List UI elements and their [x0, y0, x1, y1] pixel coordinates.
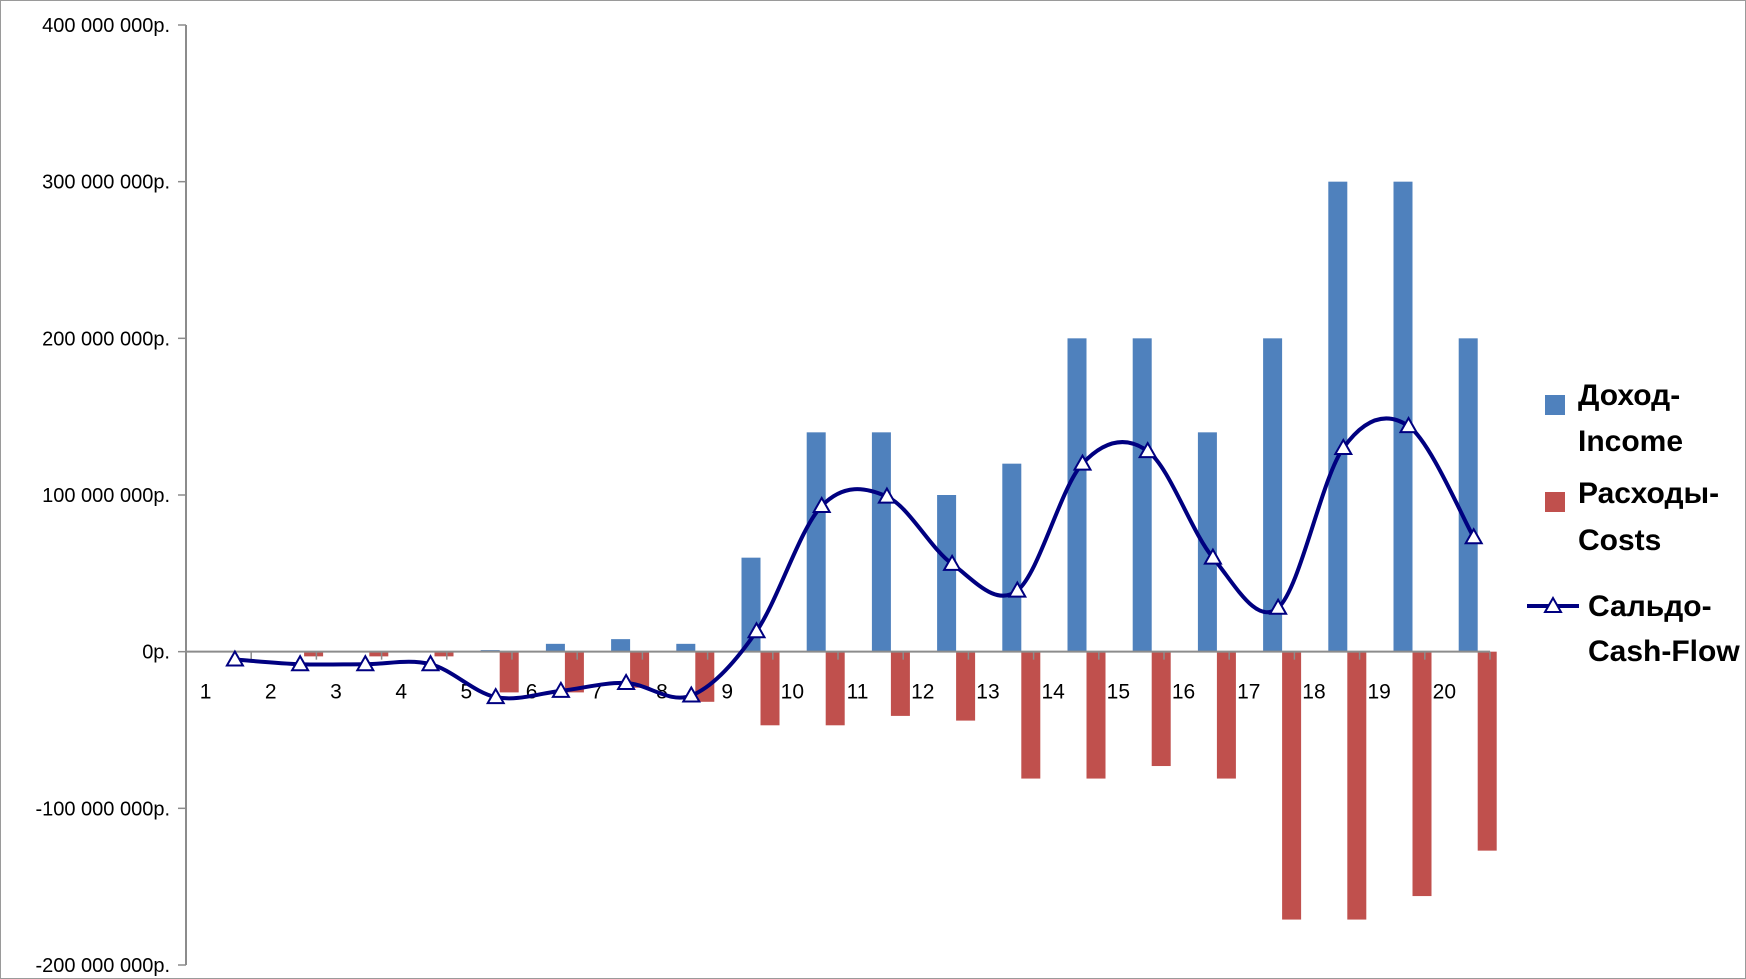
income-bar	[545, 643, 565, 652]
income-bar	[1458, 338, 1478, 652]
income-bar	[1067, 338, 1087, 652]
x-tick-label: 6	[526, 681, 538, 704]
costs-bar	[1347, 651, 1367, 920]
costs-bar	[1477, 651, 1497, 851]
costs-bar	[1086, 651, 1106, 779]
x-tick-label: 17	[1237, 681, 1260, 704]
costs-bar	[956, 651, 976, 721]
x-tick-label: 10	[781, 681, 804, 704]
cash-flow-marker	[1203, 547, 1223, 565]
cash-flow-marker	[616, 672, 636, 690]
x-tick-label: 2	[265, 681, 277, 704]
x-tick-label: 4	[395, 681, 407, 704]
x-tick-label: 1	[200, 681, 212, 704]
x-tick-label: 3	[330, 681, 342, 704]
y-tick-label: 300 000 000р.	[42, 172, 170, 194]
cash-flow-marker	[877, 486, 897, 504]
cash-flow-marker	[355, 654, 376, 672]
x-tick-label: 19	[1367, 681, 1390, 704]
income-bar	[806, 432, 826, 652]
legend-label: Сальдо-	[1588, 590, 1712, 623]
cash-flow-marker	[1463, 527, 1484, 545]
cash-flow-marker	[1333, 437, 1354, 455]
costs-bar	[1021, 651, 1041, 779]
cash-flow-line	[225, 416, 1484, 705]
x-tick-label: 13	[976, 681, 999, 704]
costs-bar	[760, 651, 780, 726]
costs-bar	[434, 651, 454, 657]
bars	[304, 181, 1497, 920]
y-tick-label: 0р.	[142, 642, 170, 664]
costs-bar	[1216, 651, 1236, 779]
cash-flow-marker	[1137, 441, 1158, 459]
x-tick-label: 14	[1041, 681, 1065, 704]
y-tick-label: 400 000 000р.	[42, 15, 170, 37]
costs-bar	[564, 651, 584, 693]
income-bar	[1197, 432, 1217, 652]
cash-flow-marker	[1268, 597, 1288, 615]
cash-flow-marker	[1007, 580, 1028, 598]
costs-bar	[630, 651, 650, 688]
cash-flow-marker	[942, 553, 962, 571]
legend-swatch	[1545, 395, 1565, 415]
income-bar	[1132, 338, 1152, 652]
legend-label: Доход-	[1578, 379, 1680, 412]
x-tick-label: 15	[1107, 681, 1130, 704]
cash-flow-marker	[681, 685, 702, 703]
legend-label: Cash-Flow	[1588, 635, 1740, 668]
x-tick-label: 12	[911, 681, 934, 704]
x-tick-label: 18	[1302, 681, 1325, 704]
income-bar	[1263, 338, 1283, 652]
x-tick-label: 16	[1172, 681, 1195, 704]
y-tick-label: 100 000 000р.	[42, 485, 170, 507]
x-tick-label: 7	[591, 681, 603, 704]
cash-flow-marker	[225, 649, 245, 667]
y-tick-label: 200 000 000р.	[42, 328, 170, 350]
cash-flow-marker	[551, 680, 571, 698]
legend-swatch	[1545, 492, 1565, 512]
income-bar	[1393, 181, 1413, 652]
legend-label: Costs	[1578, 524, 1661, 557]
income-bar	[937, 495, 957, 652]
costs-bar	[825, 651, 845, 726]
y-tick-label: -200 000 000р.	[35, 955, 170, 977]
costs-bar	[499, 651, 519, 693]
legend-marker-swatch	[1543, 595, 1563, 613]
x-tick-label: 9	[721, 681, 733, 704]
cash-flow-marker	[746, 621, 767, 639]
y-tick-label: -100 000 000р.	[35, 798, 170, 820]
legend-label: Расходы-	[1578, 477, 1719, 510]
x-tick-label: 11	[847, 681, 869, 704]
cash-flow-marker	[1072, 453, 1093, 471]
cash-flow-marker	[290, 654, 310, 672]
costs-bar	[890, 651, 910, 716]
costs-bar	[369, 651, 389, 657]
cash-flow-marker	[1398, 416, 1419, 434]
costs-bar	[1282, 651, 1302, 920]
y-axis: 400 000 000р. 300 000 000р. 200 000 000р. 1…	[35, 15, 187, 977]
cash-flow-marker	[420, 654, 441, 672]
cash-flow-marker	[811, 495, 832, 513]
income-bar	[676, 643, 696, 652]
income-bar	[611, 639, 631, 652]
cash-flow-marker	[485, 687, 506, 705]
x-tick-label: 5	[461, 681, 473, 704]
legend: Доход- Income Расходы- Costs Сальдо- Cash-Flo…	[1527, 379, 1740, 668]
costs-bar	[1412, 651, 1432, 897]
income-bar	[1328, 181, 1348, 652]
costs-bar	[304, 651, 324, 657]
legend-label: Income	[1578, 425, 1683, 458]
costs-bar	[1151, 651, 1171, 767]
income-bar	[871, 432, 891, 652]
x-tick-label: 20	[1433, 681, 1456, 704]
income-bar	[1002, 463, 1022, 652]
